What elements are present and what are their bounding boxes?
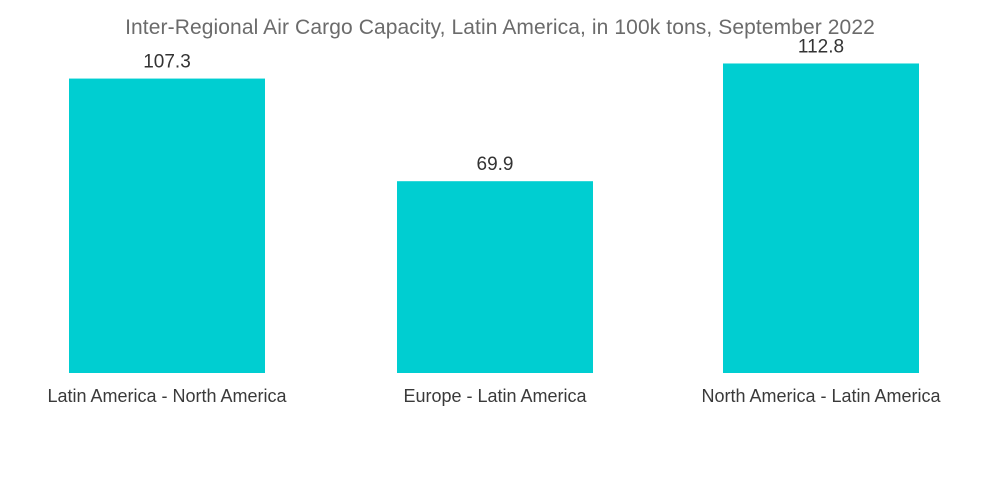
category-label-3: North America - Latin America <box>701 386 941 406</box>
category-label-2: Europe - Latin America <box>403 386 587 406</box>
bar-1 <box>69 78 265 374</box>
bar-2 <box>397 181 593 373</box>
chart-title: Inter-Regional Air Cargo Capacity, Latin… <box>125 16 875 39</box>
bar-3 <box>723 63 919 373</box>
bar-value-label-3: 112.8 <box>798 36 844 57</box>
category-label-1: Latin America - North America <box>47 386 287 406</box>
bar-value-label-1: 107.3 <box>143 52 191 73</box>
bar-value-label-2: 69.9 <box>477 154 514 175</box>
